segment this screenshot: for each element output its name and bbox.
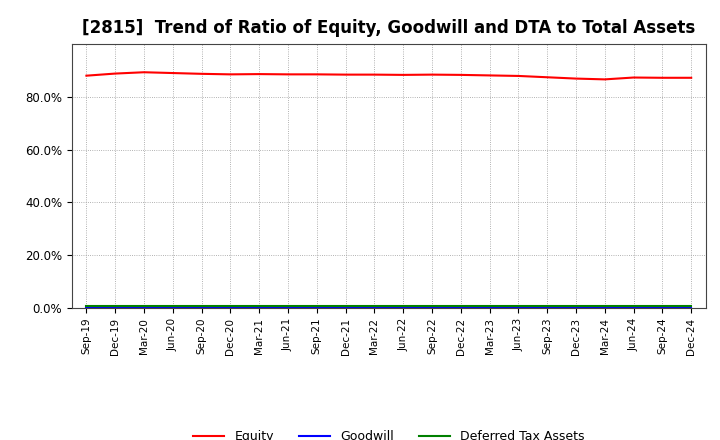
Deferred Tax Assets — [370, 304, 379, 309]
Equity — [572, 76, 580, 81]
Equity — [687, 75, 696, 81]
Deferred Tax Assets — [428, 304, 436, 309]
Equity — [658, 75, 667, 81]
Goodwill — [197, 305, 206, 310]
Goodwill — [456, 305, 465, 310]
Deferred Tax Assets — [572, 304, 580, 309]
Deferred Tax Assets — [514, 304, 523, 309]
Goodwill — [399, 305, 408, 310]
Deferred Tax Assets — [543, 304, 552, 309]
Equity — [370, 72, 379, 77]
Equity — [428, 72, 436, 77]
Deferred Tax Assets — [687, 304, 696, 309]
Equity — [341, 72, 350, 77]
Goodwill — [572, 305, 580, 310]
Deferred Tax Assets — [197, 304, 206, 309]
Equity — [543, 75, 552, 80]
Goodwill — [341, 305, 350, 310]
Deferred Tax Assets — [658, 304, 667, 309]
Goodwill — [168, 305, 177, 310]
Equity — [399, 72, 408, 77]
Equity — [600, 77, 609, 82]
Equity — [255, 71, 264, 77]
Equity — [82, 73, 91, 78]
Deferred Tax Assets — [226, 304, 235, 309]
Equity — [197, 71, 206, 77]
Deferred Tax Assets — [341, 304, 350, 309]
Goodwill — [485, 305, 494, 310]
Goodwill — [543, 305, 552, 310]
Deferred Tax Assets — [629, 304, 638, 309]
Equity — [485, 73, 494, 78]
Goodwill — [284, 305, 292, 310]
Deferred Tax Assets — [168, 304, 177, 309]
Deferred Tax Assets — [111, 304, 120, 309]
Deferred Tax Assets — [312, 304, 321, 309]
Goodwill — [687, 305, 696, 310]
Legend: Equity, Goodwill, Deferred Tax Assets: Equity, Goodwill, Deferred Tax Assets — [188, 425, 590, 440]
Goodwill — [428, 305, 436, 310]
Goodwill — [82, 305, 91, 310]
Goodwill — [140, 305, 148, 310]
Title: [2815]  Trend of Ratio of Equity, Goodwill and DTA to Total Assets: [2815] Trend of Ratio of Equity, Goodwil… — [82, 19, 696, 37]
Deferred Tax Assets — [600, 304, 609, 309]
Deferred Tax Assets — [456, 304, 465, 309]
Deferred Tax Assets — [399, 304, 408, 309]
Equity — [226, 72, 235, 77]
Deferred Tax Assets — [485, 304, 494, 309]
Line: Equity: Equity — [86, 72, 691, 79]
Equity — [111, 71, 120, 76]
Goodwill — [658, 305, 667, 310]
Goodwill — [312, 305, 321, 310]
Equity — [312, 72, 321, 77]
Equity — [284, 72, 292, 77]
Goodwill — [226, 305, 235, 310]
Deferred Tax Assets — [284, 304, 292, 309]
Goodwill — [514, 305, 523, 310]
Equity — [629, 75, 638, 80]
Equity — [168, 70, 177, 76]
Deferred Tax Assets — [255, 304, 264, 309]
Goodwill — [111, 305, 120, 310]
Deferred Tax Assets — [82, 304, 91, 309]
Goodwill — [255, 305, 264, 310]
Equity — [514, 73, 523, 79]
Goodwill — [629, 305, 638, 310]
Goodwill — [370, 305, 379, 310]
Equity — [140, 70, 148, 75]
Equity — [456, 72, 465, 77]
Goodwill — [600, 305, 609, 310]
Deferred Tax Assets — [140, 304, 148, 309]
